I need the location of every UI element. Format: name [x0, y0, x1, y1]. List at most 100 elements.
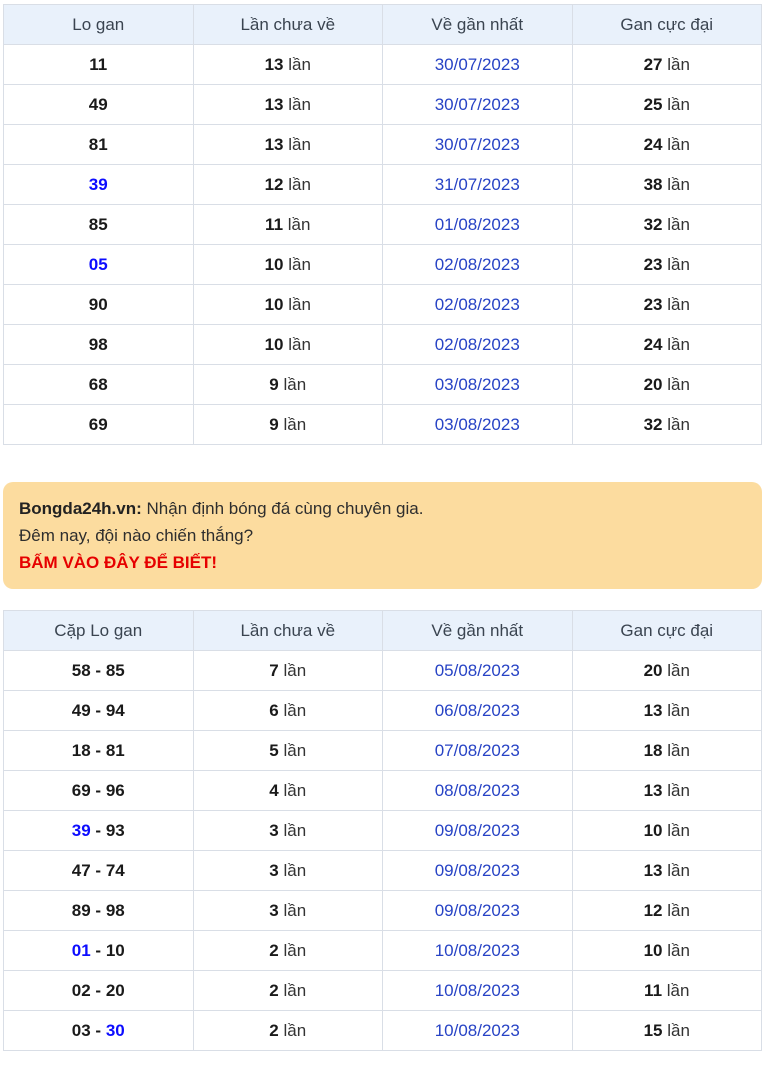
logan-number: 39 — [88, 174, 108, 194]
max-cell: 20 lần — [571, 650, 762, 691]
max-cell: 38 lần — [571, 164, 762, 205]
times-cell: 10 lần — [192, 244, 383, 285]
pair-number-2: 20 — [105, 980, 125, 1000]
times-cell: 13 lần — [192, 44, 383, 85]
times-value: 12 — [264, 174, 284, 194]
times-unit: lần — [283, 740, 307, 760]
times-unit: lần — [283, 940, 307, 960]
banner-cta-link[interactable]: BẤM VÀO ĐÂY ĐỂ BIẾT! — [19, 553, 218, 572]
table-row: 90 10 lần 02/08/2023 23 lần — [3, 284, 762, 325]
col-header-max: Gan cực đại — [571, 610, 762, 651]
logan-number-cell: 90 — [3, 284, 194, 325]
times-cell: 6 lần — [192, 690, 383, 731]
col-header-times: Lần chưa về — [192, 610, 383, 651]
max-value: 23 — [643, 254, 663, 274]
pair-number-1: 69 — [71, 780, 91, 800]
max-value: 13 — [643, 780, 663, 800]
table-row: 89 - 98 3 lần 09/08/2023 12 lần — [3, 890, 762, 931]
pair-number-2: 98 — [105, 900, 125, 920]
times-value: 3 — [269, 900, 279, 920]
logan-number-cell: 85 — [3, 204, 194, 245]
logan-table: Lo gan Lần chưa về Về gần nhất Gan cực đ… — [3, 4, 762, 445]
times-unit: lần — [283, 414, 307, 434]
pair-number-2: 10 — [105, 940, 125, 960]
max-value: 10 — [643, 820, 663, 840]
pair-number-1: 18 — [71, 740, 91, 760]
pair-separator: - — [95, 660, 102, 680]
max-unit: lần — [667, 860, 690, 880]
last-date-cell: 30/07/2023 — [382, 84, 573, 125]
logan-number: 11 — [89, 54, 108, 74]
max-value: 15 — [643, 1020, 663, 1040]
table-row: 85 11 lần 01/08/2023 32 lần — [3, 204, 762, 245]
times-cell: 3 lần — [192, 890, 383, 931]
logan-number: 69 — [88, 414, 108, 434]
last-date-cell: 08/08/2023 — [382, 770, 573, 811]
times-value: 13 — [264, 54, 284, 74]
max-unit: lần — [667, 940, 690, 960]
table-row: 39 12 lần 31/07/2023 38 lần — [3, 164, 762, 205]
last-date-cell: 05/08/2023 — [382, 650, 573, 691]
pair-logan-table: Cặp Lo gan Lần chưa về Về gần nhất Gan c… — [3, 610, 762, 1051]
pair-cell: 39 - 93 — [3, 810, 194, 851]
logan-table-body: 11 13 lần 30/07/2023 27 lần 49 13 lần 30… — [3, 44, 762, 445]
table-row: 39 - 93 3 lần 09/08/2023 10 lần — [3, 810, 762, 851]
times-unit: lần — [288, 134, 311, 154]
last-date-cell: 07/08/2023 — [382, 730, 573, 771]
times-unit: lần — [288, 174, 311, 194]
table-row: 03 - 30 2 lần 10/08/2023 15 lần — [3, 1010, 762, 1051]
max-cell: 23 lần — [571, 284, 762, 325]
last-date-cell: 30/07/2023 — [382, 124, 573, 165]
times-value: 7 — [269, 660, 279, 680]
times-value: 10 — [264, 294, 284, 314]
max-unit: lần — [667, 254, 690, 274]
max-cell: 24 lần — [571, 124, 762, 165]
pair-table-head: Cặp Lo gan Lần chưa về Về gần nhất Gan c… — [3, 610, 762, 651]
times-unit: lần — [288, 334, 311, 354]
table-row: 11 13 lần 30/07/2023 27 lần — [3, 44, 762, 85]
times-value: 6 — [269, 700, 279, 720]
times-value: 9 — [269, 414, 279, 434]
logan-table-head: Lo gan Lần chưa về Về gần nhất Gan cực đ… — [3, 4, 762, 45]
max-value: 20 — [643, 374, 663, 394]
max-value: 25 — [643, 94, 663, 114]
table-row: 05 10 lần 02/08/2023 23 lần — [3, 244, 762, 285]
max-cell: 13 lần — [571, 690, 762, 731]
times-value: 13 — [264, 94, 284, 114]
last-date-cell: 09/08/2023 — [382, 810, 573, 851]
banner-line-1: Bongda24h.vn: Nhận định bóng đá cùng chu… — [19, 495, 746, 522]
table-row: 02 - 20 2 lần 10/08/2023 11 lần — [3, 970, 762, 1011]
pair-cell: 01 - 10 — [3, 930, 194, 971]
max-unit: lần — [667, 134, 690, 154]
times-value: 2 — [269, 1020, 279, 1040]
pair-number-2: 30 — [105, 1020, 125, 1040]
times-unit: lần — [287, 214, 311, 234]
max-unit: lần — [667, 334, 690, 354]
max-unit: lần — [667, 214, 690, 234]
times-value: 9 — [269, 374, 279, 394]
table-row: 69 - 96 4 lần 08/08/2023 13 lần — [3, 770, 762, 811]
times-cell: 9 lần — [192, 404, 383, 445]
times-value: 11 — [265, 214, 284, 234]
max-unit: lần — [667, 174, 690, 194]
max-cell: 27 lần — [571, 44, 762, 85]
pair-separator: - — [95, 980, 102, 1000]
logan-number-cell: 05 — [3, 244, 194, 285]
header-row: Cặp Lo gan Lần chưa về Về gần nhất Gan c… — [3, 610, 762, 651]
header-row: Lo gan Lần chưa về Về gần nhất Gan cực đ… — [3, 4, 762, 45]
pair-number-2: 85 — [105, 660, 125, 680]
max-value: 32 — [643, 414, 663, 434]
pair-number-2: 94 — [105, 700, 125, 720]
table-row: 49 13 lần 30/07/2023 25 lần — [3, 84, 762, 125]
pair-number-1: 02 — [71, 980, 91, 1000]
banner-line-2: Đêm nay, đội nào chiến thắng? — [19, 526, 254, 545]
times-unit: lần — [283, 374, 307, 394]
max-cell: 32 lần — [571, 404, 762, 445]
max-value: 11 — [644, 980, 663, 1000]
last-date-cell: 30/07/2023 — [382, 44, 573, 85]
times-unit: lần — [283, 1020, 307, 1040]
last-date-cell: 10/08/2023 — [382, 1010, 573, 1051]
pair-number-1: 58 — [71, 660, 91, 680]
max-value: 20 — [643, 660, 663, 680]
max-cell: 11 lần — [571, 970, 762, 1011]
